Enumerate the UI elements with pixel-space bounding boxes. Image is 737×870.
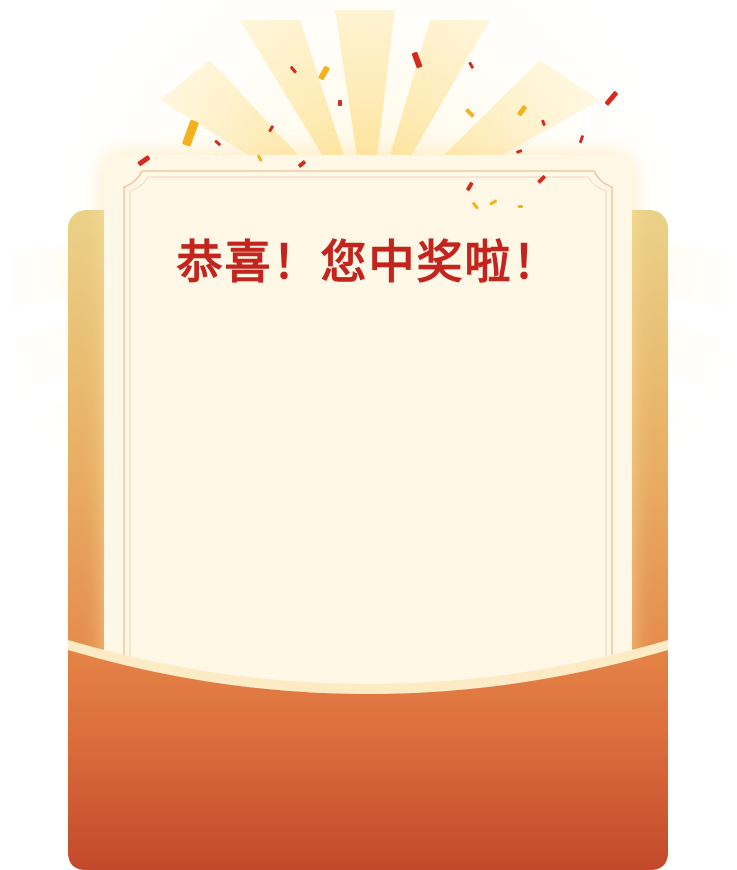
envelope-front <box>68 640 668 870</box>
prize-title: 恭喜！您中奖啦！ <box>176 235 561 289</box>
card-border <box>123 170 613 715</box>
prize-card <box>104 155 632 715</box>
